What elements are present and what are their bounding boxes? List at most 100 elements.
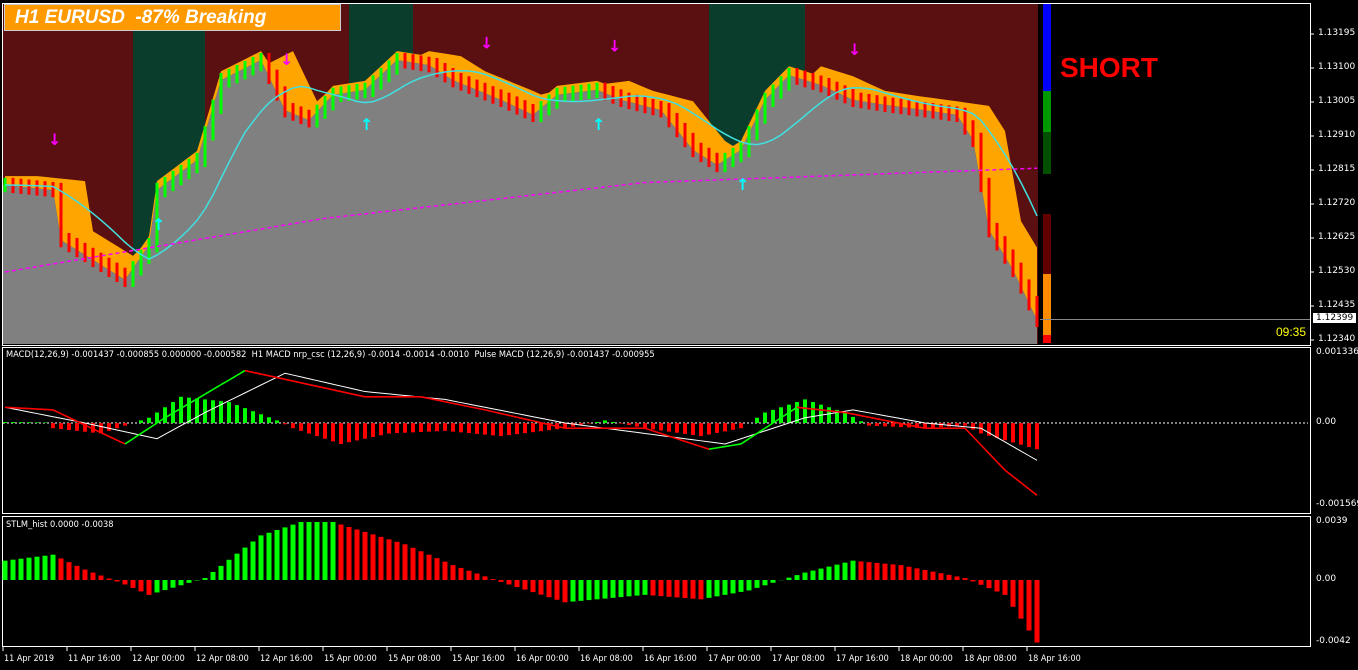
macd-line-segment — [772, 417, 782, 424]
macd-line-segment — [756, 427, 766, 435]
macd-line-segment — [220, 379, 230, 386]
time-tick-label: 15 Apr 08:00 — [388, 654, 441, 664]
macd-line-segment — [524, 418, 534, 422]
macd-line-segment — [236, 369, 246, 377]
macd-line-segment — [172, 407, 182, 414]
macd-line-segment — [652, 430, 662, 435]
macd-line-segment — [500, 412, 510, 417]
status-bar-segment — [1043, 174, 1051, 214]
time-tick-label: 18 Apr 08:00 — [964, 654, 1017, 664]
time-tick-label: 16 Apr 16:00 — [644, 654, 697, 664]
macd-line-segment — [444, 400, 454, 405]
price-tick-label: 1.12340 — [1318, 333, 1356, 344]
macd-line-segment — [108, 435, 118, 441]
status-bar-segment — [1043, 214, 1051, 274]
time-tick-label: 18 Apr 16:00 — [1028, 654, 1081, 664]
macd-line-segment — [964, 427, 974, 438]
macd-line-segment — [764, 422, 774, 429]
status-bar-segment — [1043, 3, 1051, 91]
macd-line-segment — [276, 376, 286, 381]
macd-tick-label: 0.00 — [1316, 417, 1337, 427]
time-tick-label: 16 Apr 00:00 — [516, 654, 569, 664]
macd-line-segment — [300, 382, 310, 386]
info-panel — [1040, 3, 1308, 344]
macd-line-segment — [892, 421, 902, 425]
time-tick-label: 17 Apr 08:00 — [772, 654, 825, 664]
macd-line-segment — [804, 407, 814, 410]
macd-line-segment — [556, 425, 566, 430]
sell-arrow-icon: ↓ — [608, 37, 621, 56]
macd-line-segment — [1004, 469, 1014, 478]
panel-frame — [2, 3, 1311, 346]
macd-line-segment — [788, 406, 798, 414]
time-tick-label: 11 Apr 2019 — [4, 654, 55, 664]
time-tick-label: 12 Apr 16:00 — [260, 654, 313, 664]
macd-line-segment — [140, 427, 150, 435]
sell-arrow-icon: ↓ — [480, 33, 493, 52]
macd-line-segment — [1028, 488, 1038, 496]
macd-line-segment — [76, 420, 86, 426]
macd-line-segment — [292, 380, 302, 384]
macd-line-segment — [732, 443, 742, 447]
status-bar-segment — [1043, 91, 1051, 132]
time-tick-label: 12 Apr 08:00 — [196, 654, 249, 664]
price-tick-label: 1.12435 — [1318, 299, 1356, 310]
macd-line-segment — [60, 412, 70, 419]
macd-line-segment — [244, 369, 254, 374]
macd-line-segment — [132, 432, 142, 440]
macd-line-segment — [884, 419, 894, 423]
buy-arrow-icon: ↑ — [592, 115, 605, 134]
macd-line-segment — [476, 407, 486, 411]
status-bar-segment — [1043, 274, 1051, 335]
macd-line-segment — [548, 423, 558, 428]
macd-label: MACD(12,26,9) -0.001437 -0.000855 0.0000… — [6, 350, 655, 360]
macd-line-segment — [988, 452, 998, 463]
macd-line-segment — [644, 427, 654, 432]
macd-line-segment — [1020, 482, 1030, 490]
macd-line-segment — [204, 388, 214, 395]
macd-line-segment — [340, 390, 350, 395]
macd-line-segment — [124, 438, 134, 445]
slow-ma-line — [4, 69, 1038, 260]
macd-line-segment — [252, 371, 262, 375]
buy-arrow-icon: ↑ — [736, 175, 749, 194]
macd-line-segment — [532, 420, 542, 424]
macd-line-segment — [748, 432, 758, 440]
price-tick-label: 1.12720 — [1318, 197, 1356, 208]
title-banner: H1 EURUSD -87% Breaking — [4, 4, 341, 31]
macd-line-segment — [484, 409, 494, 413]
macd-line-segment — [820, 409, 830, 412]
macd-line-segment — [836, 410, 846, 414]
macd-line-segment — [492, 410, 502, 415]
macd-line-segment — [668, 435, 678, 440]
time-tick-label: 18 Apr 00:00 — [900, 654, 953, 664]
time-tick-label: 16 Apr 08:00 — [580, 654, 633, 664]
macd-line-segment — [876, 418, 886, 422]
macd-line-segment — [92, 428, 102, 434]
macd-line-segment — [724, 444, 734, 448]
cloud-band — [5, 51, 1037, 320]
macd-line-segment — [780, 411, 790, 419]
macd-line-segment — [1012, 475, 1022, 484]
macd-line-segment — [268, 375, 278, 379]
macd-line-segment — [860, 414, 870, 419]
macd-line-segment — [828, 409, 838, 413]
macd-line-segment — [436, 399, 446, 403]
macd-line-segment — [356, 394, 366, 398]
time-tick-label: 11 Apr 16:00 — [68, 654, 121, 664]
macd-line-segment — [148, 422, 158, 429]
time-tick-label: 15 Apr 16:00 — [452, 654, 505, 664]
time-tick-label: 12 Apr 00:00 — [132, 654, 185, 664]
price-tick-label: 1.12625 — [1318, 231, 1356, 242]
stlm-tick-label: 0.0039 — [1316, 516, 1348, 526]
macd-line-segment — [52, 409, 62, 415]
macd-line-segment — [420, 396, 430, 400]
chart-title: H1 EURUSD -87% Breaking — [15, 7, 267, 28]
macd-line-segment — [660, 432, 670, 437]
time-tick-label: 17 Apr 16:00 — [836, 654, 889, 664]
macd-line-segment — [196, 393, 206, 400]
macd-line-segment — [916, 425, 926, 430]
status-bar-segment — [1043, 335, 1051, 343]
macd-line-segment — [684, 440, 694, 445]
panel-frame — [2, 347, 1311, 514]
